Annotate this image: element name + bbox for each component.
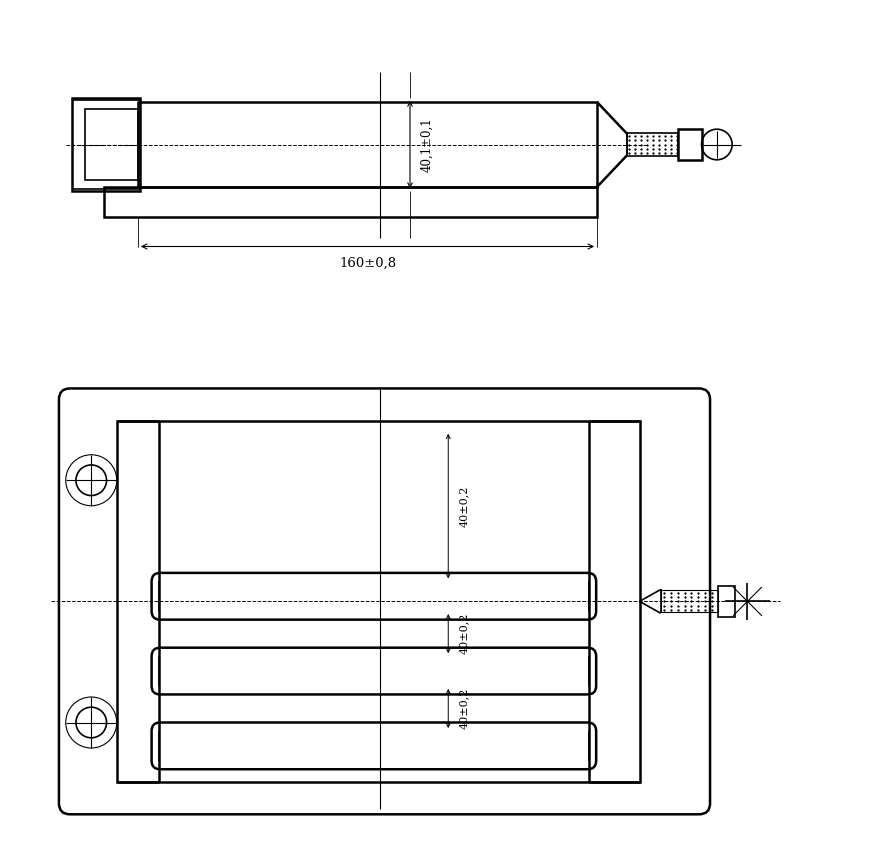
Text: 40,1±0,1: 40,1±0,1 [420, 117, 433, 172]
Bar [116, 421, 639, 782]
FancyBboxPatch shape [152, 573, 596, 620]
Bar [104, 187, 597, 217]
Bar [85, 109, 138, 180]
Bar [72, 98, 139, 191]
FancyBboxPatch shape [152, 648, 596, 694]
Text: 160±0,8: 160±0,8 [339, 257, 396, 269]
Bar [138, 102, 597, 187]
Bar [627, 133, 678, 156]
Bar [661, 590, 718, 612]
Bar [678, 129, 702, 160]
Text: 40±0,2: 40±0,2 [458, 688, 469, 729]
Text: 40±0,2: 40±0,2 [458, 613, 469, 654]
Text: 40±0,2: 40±0,2 [458, 485, 469, 527]
Bar [718, 586, 734, 617]
FancyBboxPatch shape [152, 722, 596, 769]
